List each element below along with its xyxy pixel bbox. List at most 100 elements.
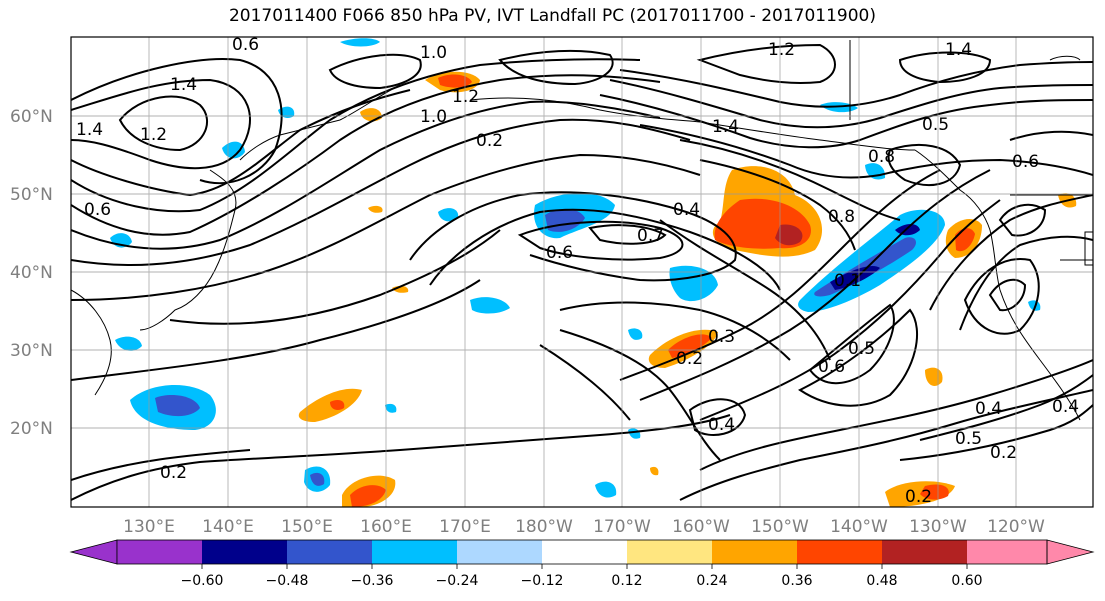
lon-label: 180°W <box>515 517 573 537</box>
contour-line <box>798 308 918 407</box>
contour-label: 1.2 <box>768 40 795 60</box>
contour-label: 1.0 <box>420 43 447 63</box>
lon-label: 140°E <box>202 517 254 537</box>
lon-label: 160°W <box>672 517 730 537</box>
latitude-labels: 60°N 50°N 40°N 30°N 20°N <box>10 107 53 439</box>
contour-label: 0.4 <box>1052 397 1079 417</box>
contour-line <box>71 58 283 185</box>
lon-label: 130°E <box>123 517 175 537</box>
contour-line <box>71 449 251 481</box>
contour-label: 0.3 <box>708 327 735 347</box>
contour-label: 0.4 <box>673 200 700 220</box>
contour-label: 0.6 <box>1012 152 1039 172</box>
contour-line <box>887 144 962 186</box>
negative-anomaly <box>340 38 380 47</box>
contour-line <box>619 61 1093 108</box>
negative-anomaly <box>438 208 459 222</box>
contour-layer <box>71 43 1093 501</box>
contour-line <box>998 203 1047 237</box>
contour-line <box>808 303 895 385</box>
colorbar-segment <box>117 540 202 564</box>
lon-label: 150°E <box>281 517 333 537</box>
positive-anomaly <box>438 74 472 88</box>
contour-line <box>498 49 614 86</box>
contour-line <box>609 79 1093 129</box>
lat-label: 40°N <box>10 263 53 283</box>
lat-label: 20°N <box>10 419 53 439</box>
contour-label: 0.8 <box>868 147 895 167</box>
contour-line <box>71 118 691 266</box>
contour-label: 0.4 <box>708 415 735 435</box>
contour-line <box>71 74 661 236</box>
contour-line <box>699 159 856 251</box>
coastline <box>139 169 237 331</box>
negative-anomaly <box>115 336 142 351</box>
contour-label: 0.2 <box>160 463 187 483</box>
contour-label: 1.0 <box>420 107 447 127</box>
gridlines <box>71 37 1093 507</box>
positive-anomaly <box>920 484 949 500</box>
negative-anomaly <box>310 472 325 486</box>
contour-line <box>898 51 992 84</box>
negative-anomaly <box>470 297 510 314</box>
positive-anomaly <box>650 466 659 476</box>
negative-anomaly <box>595 481 617 498</box>
contour-line <box>899 404 1093 461</box>
coastline <box>239 119 341 161</box>
colorbar-segment <box>967 540 1047 564</box>
contour-line <box>409 191 737 282</box>
coastline <box>1084 231 1093 266</box>
contour-label: 0.2 <box>676 349 703 369</box>
contour-label: 1.4 <box>945 40 972 60</box>
contour-line <box>988 278 1027 312</box>
contour-label: 0.2 <box>476 131 503 151</box>
contour-line <box>71 58 641 213</box>
longitude-labels: 130°E 140°E 150°E 160°E 170°E 180°W 170°… <box>123 517 1045 537</box>
coastline <box>1049 55 1081 61</box>
contour-line <box>559 301 791 361</box>
coastline <box>339 84 401 121</box>
contour-line <box>1009 130 1093 141</box>
colorbar-tick-label: −0.12 <box>521 573 564 589</box>
coastline <box>71 289 112 396</box>
coastline <box>469 97 701 123</box>
contour-line <box>588 224 667 245</box>
colorbar-tick-label: −0.36 <box>351 573 394 589</box>
contour-line <box>919 374 1093 441</box>
contour-line <box>429 208 781 291</box>
lat-label: 30°N <box>10 341 53 361</box>
contour-label: 0.1 <box>834 271 861 291</box>
colorbar-segment <box>372 540 457 564</box>
lon-label: 120°W <box>987 517 1045 537</box>
contour-labels: 0.6 1.0 1.2 1.4 1.2 1.4 1.4 1.2 1.0 0.2 … <box>76 37 1079 507</box>
contour-line <box>959 235 1093 331</box>
contour-label: 1.4 <box>76 120 103 140</box>
contour-line <box>599 94 1093 149</box>
contour-label: 0.2 <box>905 487 932 507</box>
negative-anomaly <box>385 403 397 413</box>
contour-line <box>679 139 901 221</box>
contour-line <box>699 199 1001 421</box>
contour-line <box>71 279 481 381</box>
coastline-layer <box>71 40 1093 421</box>
figure-title: 2017011400 F066 850 hPa PV, IVT Landfall… <box>228 6 876 26</box>
contour-label: 0.5 <box>922 115 949 135</box>
negative-anomaly <box>895 224 920 236</box>
colorbar: −0.60 −0.48 −0.36 −0.24 −0.12 0.12 0.24 … <box>69 539 1095 589</box>
lat-label: 60°N <box>10 107 53 127</box>
contour-line <box>71 153 701 301</box>
contour-label: 0.6 <box>84 200 111 220</box>
contour-label: 1.4 <box>170 75 197 95</box>
contour-line <box>963 258 1040 335</box>
positive-anomaly <box>330 400 345 410</box>
colorbar-min-extend <box>69 539 118 565</box>
lon-label: 170°E <box>439 517 491 537</box>
lon-label: 170°W <box>593 517 651 537</box>
colorbar-segment <box>797 540 882 564</box>
contour-line <box>929 194 1093 311</box>
colorbar-tick-label: 0.12 <box>611 573 642 589</box>
contour-line <box>71 78 251 170</box>
contour-line <box>328 53 422 90</box>
colorbar-tick-label: −0.48 <box>266 573 309 589</box>
contour-label: 1.2 <box>140 125 167 145</box>
